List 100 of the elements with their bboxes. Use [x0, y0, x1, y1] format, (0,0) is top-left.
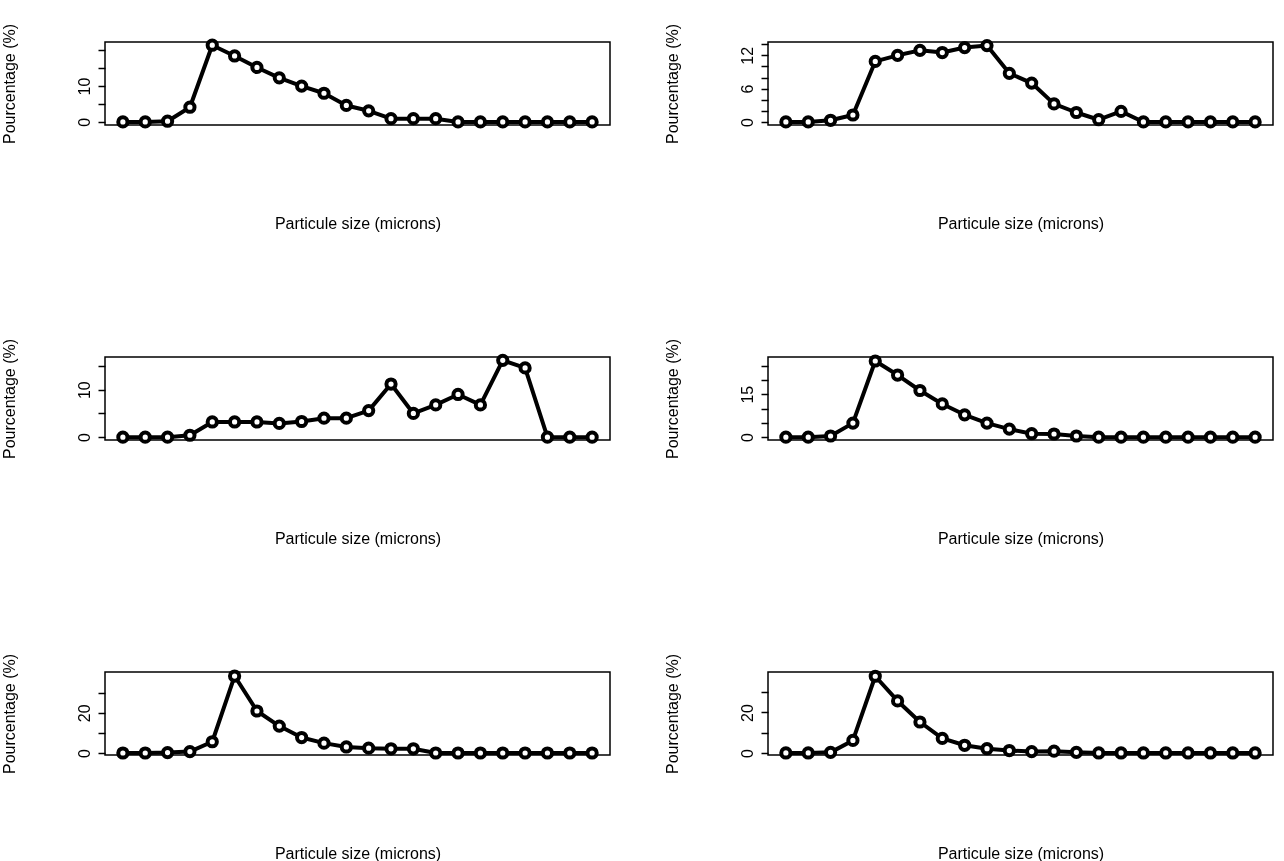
point — [473, 746, 488, 760]
point — [451, 746, 465, 760]
point — [890, 368, 905, 382]
y-tick-label: 20 — [75, 704, 93, 723]
point — [160, 745, 175, 760]
point — [227, 669, 242, 683]
point — [1025, 76, 1039, 90]
point — [406, 406, 420, 421]
x-axis-title: Particule size (microns) — [274, 214, 442, 232]
point — [295, 414, 309, 429]
point — [1136, 746, 1151, 760]
point — [183, 744, 197, 759]
point — [958, 408, 972, 422]
x-axis-title: Particule size (microns) — [937, 844, 1105, 861]
point — [138, 430, 152, 444]
point — [980, 39, 994, 53]
y-tick-label: 10 — [75, 77, 93, 96]
point — [1069, 105, 1083, 120]
point — [429, 746, 443, 760]
point — [958, 40, 972, 55]
point — [958, 738, 972, 752]
point — [205, 415, 219, 429]
y-axis-title: Pourcentage (%) — [663, 23, 681, 145]
point — [272, 71, 286, 85]
point — [1092, 113, 1106, 127]
point — [779, 430, 793, 444]
point — [406, 112, 420, 126]
point — [362, 741, 376, 755]
point — [1248, 430, 1262, 444]
point — [1181, 115, 1195, 129]
point — [1159, 115, 1173, 129]
point — [362, 403, 376, 418]
y-tick-label: 10 — [75, 381, 93, 400]
x-axis-title: Particule size (microns) — [937, 214, 1105, 232]
point — [823, 113, 838, 127]
point — [429, 398, 443, 412]
x-axis-title: Particule size (microns) — [937, 529, 1105, 547]
point — [1002, 66, 1016, 80]
point — [160, 114, 175, 128]
point — [496, 746, 510, 760]
point — [585, 430, 599, 444]
point — [183, 100, 197, 114]
point — [451, 387, 465, 402]
point — [801, 430, 815, 444]
point — [823, 429, 838, 443]
point — [116, 746, 130, 760]
y-tick-label: 12 — [738, 46, 756, 65]
y-axis-title: Pourcentage (%) — [663, 338, 681, 460]
point — [1248, 746, 1262, 760]
point — [563, 115, 577, 129]
point — [1114, 746, 1128, 760]
y-tick-label: 0 — [75, 117, 93, 127]
point — [1002, 422, 1016, 436]
x-axis-title: Particule size (microns) — [274, 529, 442, 547]
point — [585, 746, 599, 760]
point — [868, 669, 882, 683]
point — [205, 735, 219, 749]
point — [846, 733, 860, 748]
y-axis-title: Pourcentage (%) — [0, 338, 18, 460]
point — [540, 115, 555, 129]
point — [250, 415, 264, 429]
point — [518, 115, 532, 129]
y-axis-title: Pourcentage (%) — [0, 23, 18, 145]
point — [868, 54, 882, 69]
point — [138, 746, 152, 760]
point — [980, 416, 994, 430]
point — [890, 694, 905, 708]
point — [801, 746, 815, 760]
point — [339, 740, 353, 754]
point — [272, 416, 286, 430]
y-tick-label: 20 — [738, 703, 756, 722]
point — [473, 115, 488, 129]
point — [1114, 104, 1128, 118]
point — [935, 45, 949, 60]
point — [1025, 744, 1039, 759]
point — [1069, 429, 1083, 443]
point — [205, 38, 219, 52]
point — [250, 704, 264, 718]
point — [913, 43, 927, 57]
point — [1047, 427, 1061, 441]
point — [384, 377, 398, 391]
point — [339, 98, 353, 113]
point — [518, 361, 532, 375]
point — [846, 108, 860, 122]
point — [1159, 746, 1173, 760]
point — [1136, 430, 1151, 444]
x-axis-title: Particule size (microns) — [274, 844, 442, 861]
point — [496, 115, 510, 129]
point — [227, 415, 242, 429]
point — [1002, 743, 1016, 758]
point — [1047, 744, 1061, 758]
point — [585, 115, 599, 129]
point — [138, 115, 152, 129]
y-tick-label: 0 — [738, 748, 756, 758]
point — [1181, 430, 1195, 444]
y-tick-label: 0 — [738, 117, 756, 127]
point — [116, 115, 130, 129]
point — [540, 746, 555, 760]
y-tick-label: 0 — [738, 433, 756, 443]
point — [1159, 430, 1173, 444]
